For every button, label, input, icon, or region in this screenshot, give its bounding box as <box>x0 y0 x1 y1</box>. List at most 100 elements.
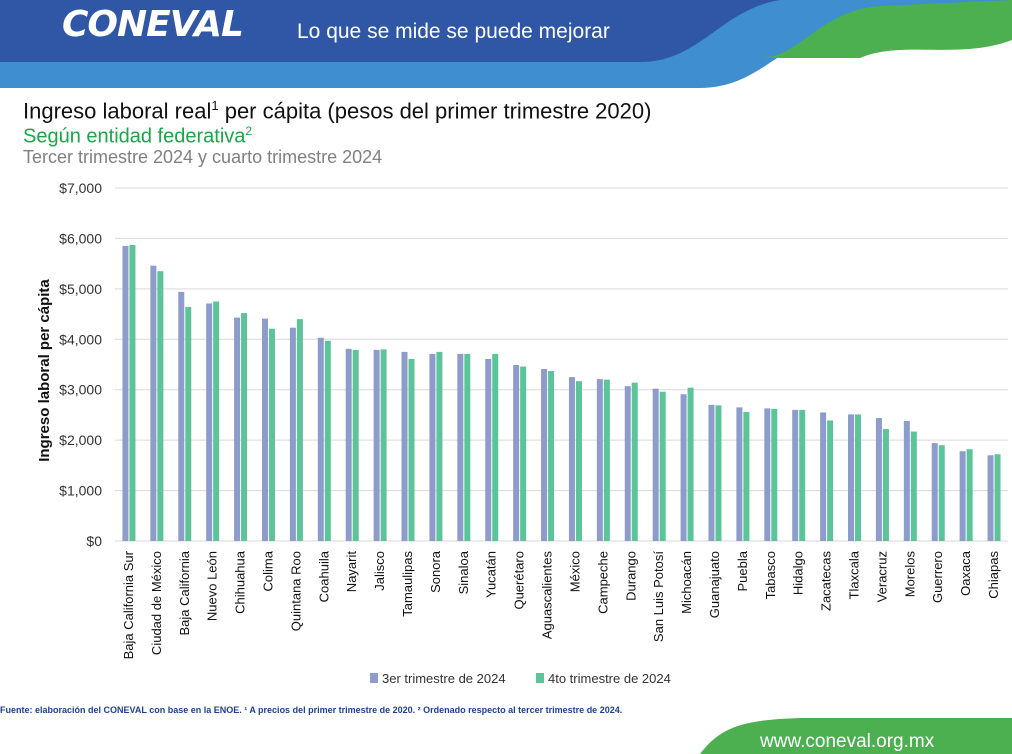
bar-q4 <box>827 420 834 541</box>
bar-q3 <box>987 455 994 541</box>
bar-q4 <box>324 340 331 541</box>
x-tick-label: Baja California Sur <box>121 550 136 659</box>
chart-title: Ingreso laboral real1 per cápita (pesos … <box>23 98 652 124</box>
bar-q3 <box>959 451 966 541</box>
bar-q4 <box>380 349 387 541</box>
bar-q3 <box>261 318 268 541</box>
header-slogan: Lo que se mide se puede mejorar <box>297 20 610 43</box>
bar-q4 <box>966 449 973 541</box>
bar-q3 <box>345 348 352 541</box>
x-tick-label: Yucatán <box>484 551 499 598</box>
x-tick-label: Colima <box>260 550 275 591</box>
y-tick-label: $3,000 <box>59 382 102 398</box>
bar-q3 <box>680 394 687 541</box>
x-tick-label: Morelos <box>902 551 917 598</box>
bar-q4 <box>492 353 499 541</box>
bar-q3 <box>317 337 324 541</box>
y-axis-title: Ingreso laboral per cápita <box>36 279 53 462</box>
y-tick-label: $2,000 <box>59 432 102 448</box>
x-tick-label: Campeche <box>595 551 610 614</box>
bar-q3 <box>234 317 241 541</box>
x-tick-label: Guerrero <box>930 551 945 603</box>
bar-q3 <box>401 351 408 541</box>
bar-q4 <box>296 319 303 541</box>
bar-q4 <box>436 351 443 541</box>
bar-q3 <box>596 379 603 541</box>
x-tick-label: Tabasco <box>763 551 778 599</box>
chart-subtitle: Según entidad federativa2 <box>23 124 253 148</box>
bar-q4 <box>938 445 945 541</box>
x-tick-label: México <box>567 551 582 592</box>
bar-q3 <box>122 245 129 541</box>
footer-url[interactable]: www.coneval.org.mx <box>760 731 935 752</box>
chart-subtitle-period: Tercer trimestre 2024 y cuarto trimestre… <box>23 147 383 167</box>
source-footnote: Fuente: elaboración del CONEVAL con base… <box>0 705 623 715</box>
bar-q4 <box>882 429 889 541</box>
coneval-logo: CONEVAL <box>62 4 244 45</box>
bar-q3 <box>792 409 799 541</box>
bar-q3 <box>931 443 938 541</box>
bar-q3 <box>736 407 743 541</box>
bar-q4 <box>520 366 527 541</box>
bar-q4 <box>994 454 1001 541</box>
x-tick-label: Coahuila <box>316 550 331 602</box>
legend-swatch <box>536 673 544 683</box>
bar-q4 <box>213 301 220 541</box>
bar-q3 <box>289 327 296 541</box>
bar-q4 <box>464 353 471 541</box>
bar-q4 <box>157 271 164 541</box>
x-tick-label: San Luis Potosí <box>651 551 666 642</box>
bar-q3 <box>457 353 464 541</box>
bar-q4 <box>799 409 806 541</box>
x-tick-label: Tamaulipas <box>400 551 415 617</box>
bar-q4 <box>715 405 722 541</box>
x-tick-label: Oaxaca <box>958 550 973 596</box>
bar-q3 <box>848 414 855 541</box>
bar-q4 <box>548 371 555 541</box>
x-tick-label: Zacatecas <box>819 551 834 611</box>
footer-banner <box>700 718 1012 754</box>
x-tick-label: Michoacán <box>679 551 694 614</box>
bar-q3 <box>150 265 157 541</box>
y-tick-label: $6,000 <box>59 230 102 246</box>
x-tick-label: Baja California <box>177 550 192 635</box>
legend-swatch <box>370 673 378 683</box>
bar-q3 <box>568 377 575 541</box>
legend-label: 4to trimestre de 2024 <box>548 671 671 686</box>
bar-q4 <box>771 408 778 541</box>
y-tick-label: $7,000 <box>59 180 102 196</box>
x-tick-label: Nuevo León <box>205 551 220 621</box>
x-tick-label: Aguascalientes <box>540 551 555 640</box>
x-tick-label: Nayarit <box>344 551 359 593</box>
header-banner <box>0 0 1012 88</box>
y-tick-label: $5,000 <box>59 281 102 297</box>
bar-q4 <box>855 414 862 541</box>
bar-q4 <box>910 431 917 541</box>
bar-q3 <box>429 353 436 541</box>
x-tick-label: Veracruz <box>874 551 889 602</box>
bar-q3 <box>541 369 548 541</box>
y-tick-label: $0 <box>86 533 102 549</box>
x-tick-label: Chihuahua <box>233 550 248 614</box>
bar-q4 <box>185 307 192 541</box>
bar-q4 <box>575 381 582 541</box>
bar-q3 <box>485 358 492 541</box>
x-tick-label: Ciudad de México <box>149 551 164 655</box>
bar-q3 <box>206 303 213 541</box>
bar-q4 <box>268 328 275 541</box>
bar-q4 <box>687 387 694 541</box>
bar-q4 <box>743 411 750 541</box>
bar-q4 <box>129 244 136 541</box>
bar-q3 <box>513 365 520 541</box>
x-tick-label: Quintana Roo <box>288 551 303 631</box>
x-tick-label: Sinaloa <box>456 550 471 594</box>
bar-q3 <box>820 412 827 541</box>
bar-q3 <box>624 386 631 541</box>
x-tick-label: Durango <box>623 551 638 601</box>
y-tick-label: $4,000 <box>59 331 102 347</box>
x-tick-label: Jalisco <box>372 551 387 591</box>
bar-q4 <box>408 358 415 541</box>
bar-q3 <box>652 388 659 541</box>
x-tick-label: Guanajuato <box>707 551 722 618</box>
bar-q4 <box>603 379 610 541</box>
